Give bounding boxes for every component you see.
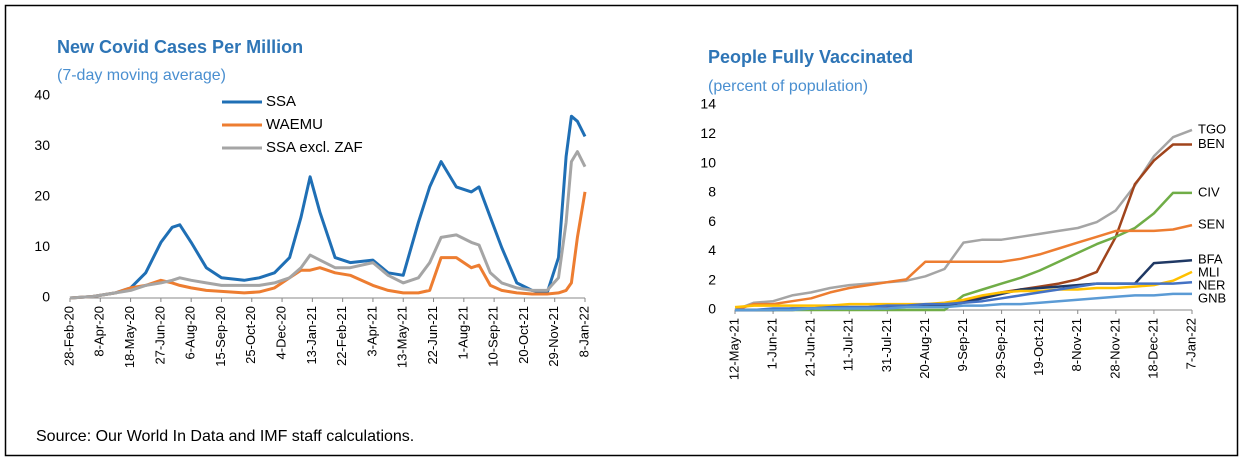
series-end-label: TGO [1198, 121, 1226, 136]
chart-title: New Covid Cases Per Million [57, 37, 303, 57]
series-end-label: BEN [1198, 136, 1225, 151]
x-tick-label: 4-Dec-20 [273, 306, 288, 359]
series-end-label: SEN [1198, 217, 1225, 232]
x-tick-label: 28-Feb-20 [61, 306, 76, 366]
series-line [735, 191, 1192, 312]
x-tick-label: 10-Sep-21 [486, 306, 501, 367]
legend-label: WAEMU [266, 116, 323, 133]
chart-subtitle: (7-day moving average) [57, 67, 226, 84]
series-end-label: GNB [1198, 291, 1226, 306]
x-tick-label: 19-Oct-21 [1031, 318, 1046, 376]
frame [4, 4, 1239, 457]
chart-title: People Fully Vaccinated [708, 47, 913, 67]
source-note: Source: Our World In Data and IMF staff … [36, 428, 414, 445]
x-tick-label: 22-Feb-21 [334, 306, 349, 366]
x-tick-label: 15-Sep-20 [213, 306, 228, 367]
x-tick-label: 18-May-20 [122, 306, 137, 368]
series-line [735, 143, 1192, 312]
series-line [69, 150, 587, 300]
x-tick-label: 1-Jun-21 [765, 318, 780, 369]
series-end-label: NER [1198, 278, 1225, 293]
series-line [734, 270, 1193, 309]
x-tick-label: 8-Apr-20 [92, 306, 107, 357]
x-tick-label: 12-May-21 [726, 318, 741, 380]
x-tick-label: 25-Oct-20 [243, 306, 258, 364]
x-tick-label: 21-Jun-21 [803, 318, 818, 377]
series-end-label: BFA [1198, 252, 1223, 267]
y-tick-label: 20 [34, 188, 50, 204]
x-tick-label: 20-Aug-21 [917, 318, 932, 379]
y-tick-label: 8 [708, 184, 716, 200]
x-tick-label: 28-Nov-21 [1107, 318, 1122, 379]
series-line [69, 114, 587, 300]
y-tick-label: 4 [708, 242, 716, 258]
legend-label: SSA excl. ZAF [266, 139, 363, 156]
y-tick-label: 10 [700, 154, 716, 170]
y-tick-label: 0 [708, 301, 716, 317]
series-line [734, 128, 1193, 312]
x-tick-label: 20-Oct-21 [516, 306, 531, 364]
x-tick-label: 31-Jul-21 [879, 318, 894, 372]
x-tick-label: 1-Aug-21 [455, 306, 470, 359]
series-line [734, 223, 1193, 312]
x-tick-label: 22-Jun-21 [425, 306, 440, 365]
x-tick-label: 6-Aug-20 [183, 306, 198, 359]
x-tick-label: 7-Jan-22 [1183, 318, 1198, 369]
x-tick-label: 3-Apr-21 [364, 306, 379, 357]
x-tick-label: 8-Nov-21 [1069, 318, 1084, 371]
series-end-label: CIV [1198, 184, 1220, 199]
x-tick-label: 27-Jun-20 [152, 306, 167, 365]
series-line [69, 191, 587, 300]
y-tick-label: 6 [708, 213, 716, 229]
y-tick-label: 30 [34, 137, 50, 153]
x-tick-label: 13-Jan-21 [304, 306, 319, 365]
x-tick-label: 29-Sep-21 [993, 318, 1008, 379]
y-tick-label: 2 [708, 271, 716, 287]
x-tick-label: 13-May-21 [395, 306, 410, 368]
x-tick-label: 29-Nov-21 [546, 306, 561, 367]
series-end-label: MLI [1198, 265, 1220, 280]
x-tick-label: 8-Jan-22 [576, 306, 591, 357]
x-tick-label: 11-Jul-21 [841, 318, 856, 371]
x-tick-label: 18-Dec-21 [1145, 318, 1160, 379]
y-tick-label: 10 [34, 238, 50, 254]
series-line [735, 292, 1192, 312]
x-tick-label: 9-Sep-21 [955, 318, 970, 371]
y-tick-label: 12 [700, 125, 716, 141]
y-tick-label: 0 [42, 289, 50, 305]
y-tick-label: 14 [700, 96, 716, 112]
legend-label: SSA [266, 93, 296, 110]
chart-subtitle: (percent of population) [708, 78, 868, 95]
y-tick-label: 40 [34, 87, 50, 103]
